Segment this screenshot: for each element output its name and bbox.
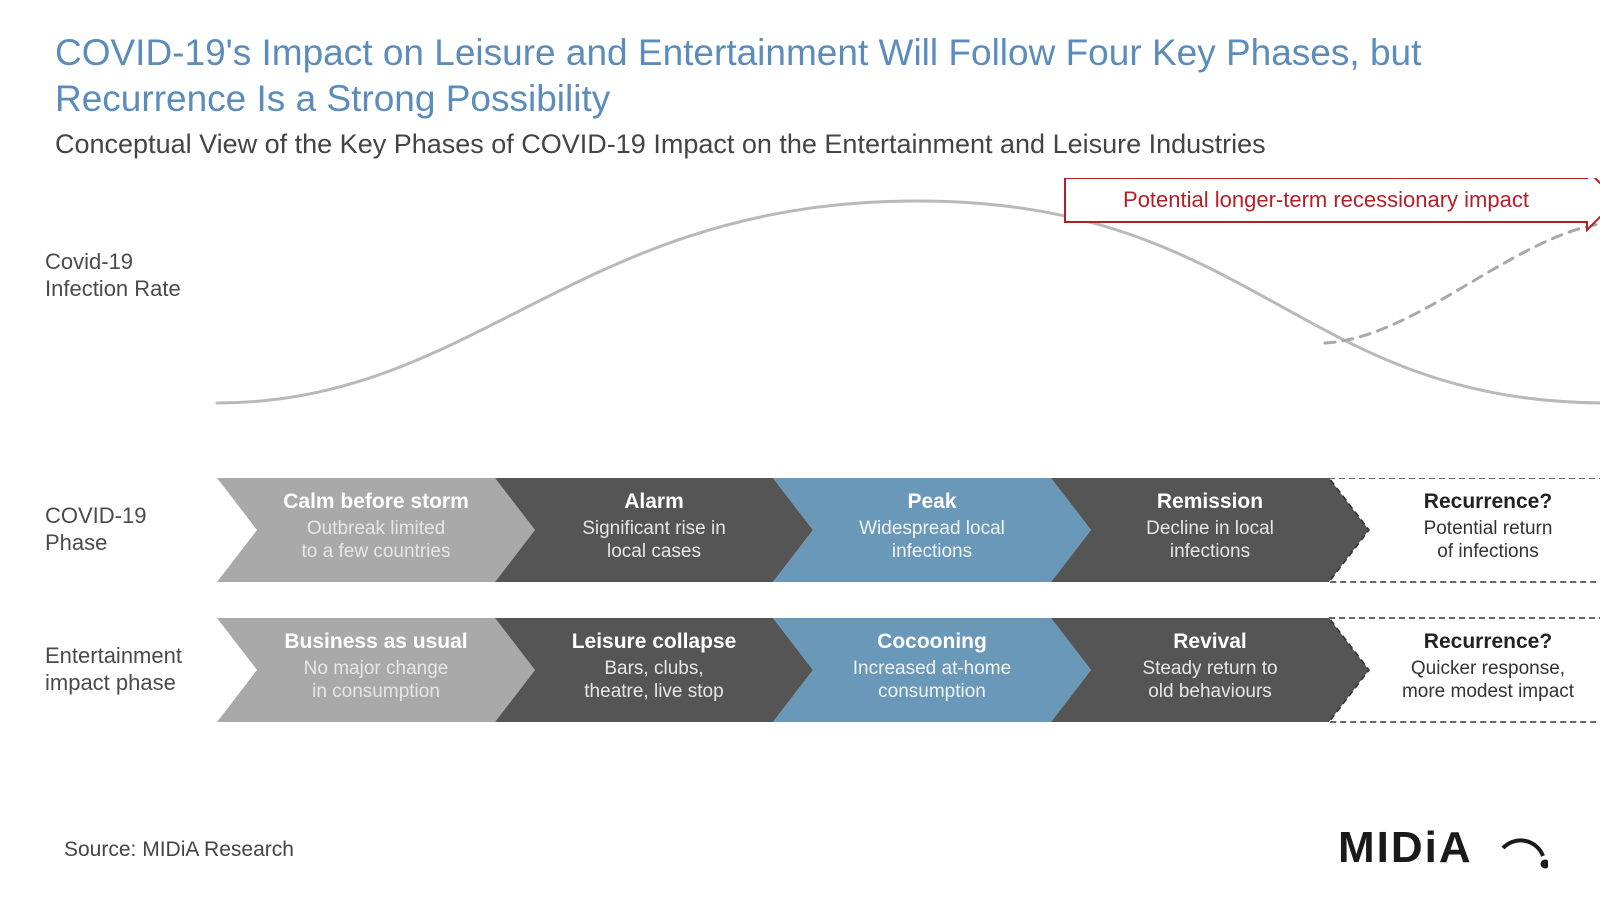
entertainment-phase-desc-4-line-0: Quicker response, <box>1411 658 1565 679</box>
infographic-page: COVID-19's Impact on Leisure and Enterta… <box>0 0 1600 898</box>
covid-phase-title-1: Alarm <box>624 490 684 513</box>
infection-curve-main <box>217 201 1600 403</box>
subtitle: Conceptual View of the Key Phases of COV… <box>55 129 1545 160</box>
entertainment-phase-desc-2-line-0: Increased at-home <box>853 658 1011 679</box>
covid-phase-desc-1-line-0: Significant rise in <box>582 518 726 539</box>
covid-phase-desc-4-line-0: Potential return <box>1424 518 1553 539</box>
entertainment-phase-title-1: Leisure collapse <box>572 630 737 653</box>
entertainment-phase-title-2: Cocooning <box>877 630 987 653</box>
covid-phase-desc-3-line-0: Decline in local <box>1146 518 1274 539</box>
covid-phase-title-4: Recurrence? <box>1424 490 1552 513</box>
infection-curve-chart: Potential longer-term recessionary impac… <box>55 178 1600 438</box>
entertainment-phase-desc-0-line-1: in consumption <box>312 681 440 702</box>
infection-curve-recurrence <box>1325 223 1600 343</box>
midia-logo: MIDiA <box>1338 816 1548 876</box>
logo-text: MIDiA <box>1338 823 1473 872</box>
entertainment-phase-title-3: Revival <box>1173 630 1247 653</box>
covid-phase-desc-0-line-1: to a few countries <box>302 541 451 562</box>
covid-phase-desc-1-line-1: local cases <box>607 541 701 562</box>
entertainment-phase-desc-1-line-1: theatre, live stop <box>584 681 723 702</box>
recession-callout-text: Potential longer-term recessionary impac… <box>1123 186 1529 211</box>
infection-curve-region: Covid-19 Infection Rate Potential longer… <box>55 178 1545 438</box>
logo-dot-icon <box>1541 860 1549 869</box>
entertainment-phase-desc-3-line-1: old behaviours <box>1148 681 1272 702</box>
covid-phase-desc-4-line-1: of infections <box>1437 541 1538 562</box>
covid-phase-desc-2-line-1: infections <box>892 541 972 562</box>
entertainment-phase-desc-0-line-0: No major change <box>304 658 449 679</box>
source-text: Source: MIDiA Research <box>64 838 294 862</box>
entertainment-phase-desc-4-line-1: more modest impact <box>1402 681 1575 702</box>
entertainment-phase-title-4: Recurrence? <box>1424 630 1552 653</box>
covid-phase-desc-2-line-0: Widespread local <box>859 518 1005 539</box>
entertainment-phase-desc-2-line-1: consumption <box>878 681 986 702</box>
covid-phase-title-3: Remission <box>1157 490 1263 513</box>
entertainment-phase-title-0: Business as usual <box>284 630 467 653</box>
covid-phase-title-2: Peak <box>907 490 956 513</box>
entertainment-phase-desc-1-line-0: Bars, clubs, <box>604 658 703 679</box>
covid-phase-desc-3-line-1: infections <box>1170 541 1250 562</box>
covid-phase-desc-0-line-0: Outbreak limited <box>307 518 445 539</box>
covid-phase-title-0: Calm before storm <box>283 490 469 513</box>
entertainment-phase-desc-3-line-0: Steady return to <box>1142 658 1277 679</box>
main-title: COVID-19's Impact on Leisure and Enterta… <box>55 30 1545 123</box>
chevron-rows-chart: Calm before storm Outbreak limitedto a fe… <box>55 478 1600 738</box>
logo-arc-icon <box>1503 840 1543 856</box>
